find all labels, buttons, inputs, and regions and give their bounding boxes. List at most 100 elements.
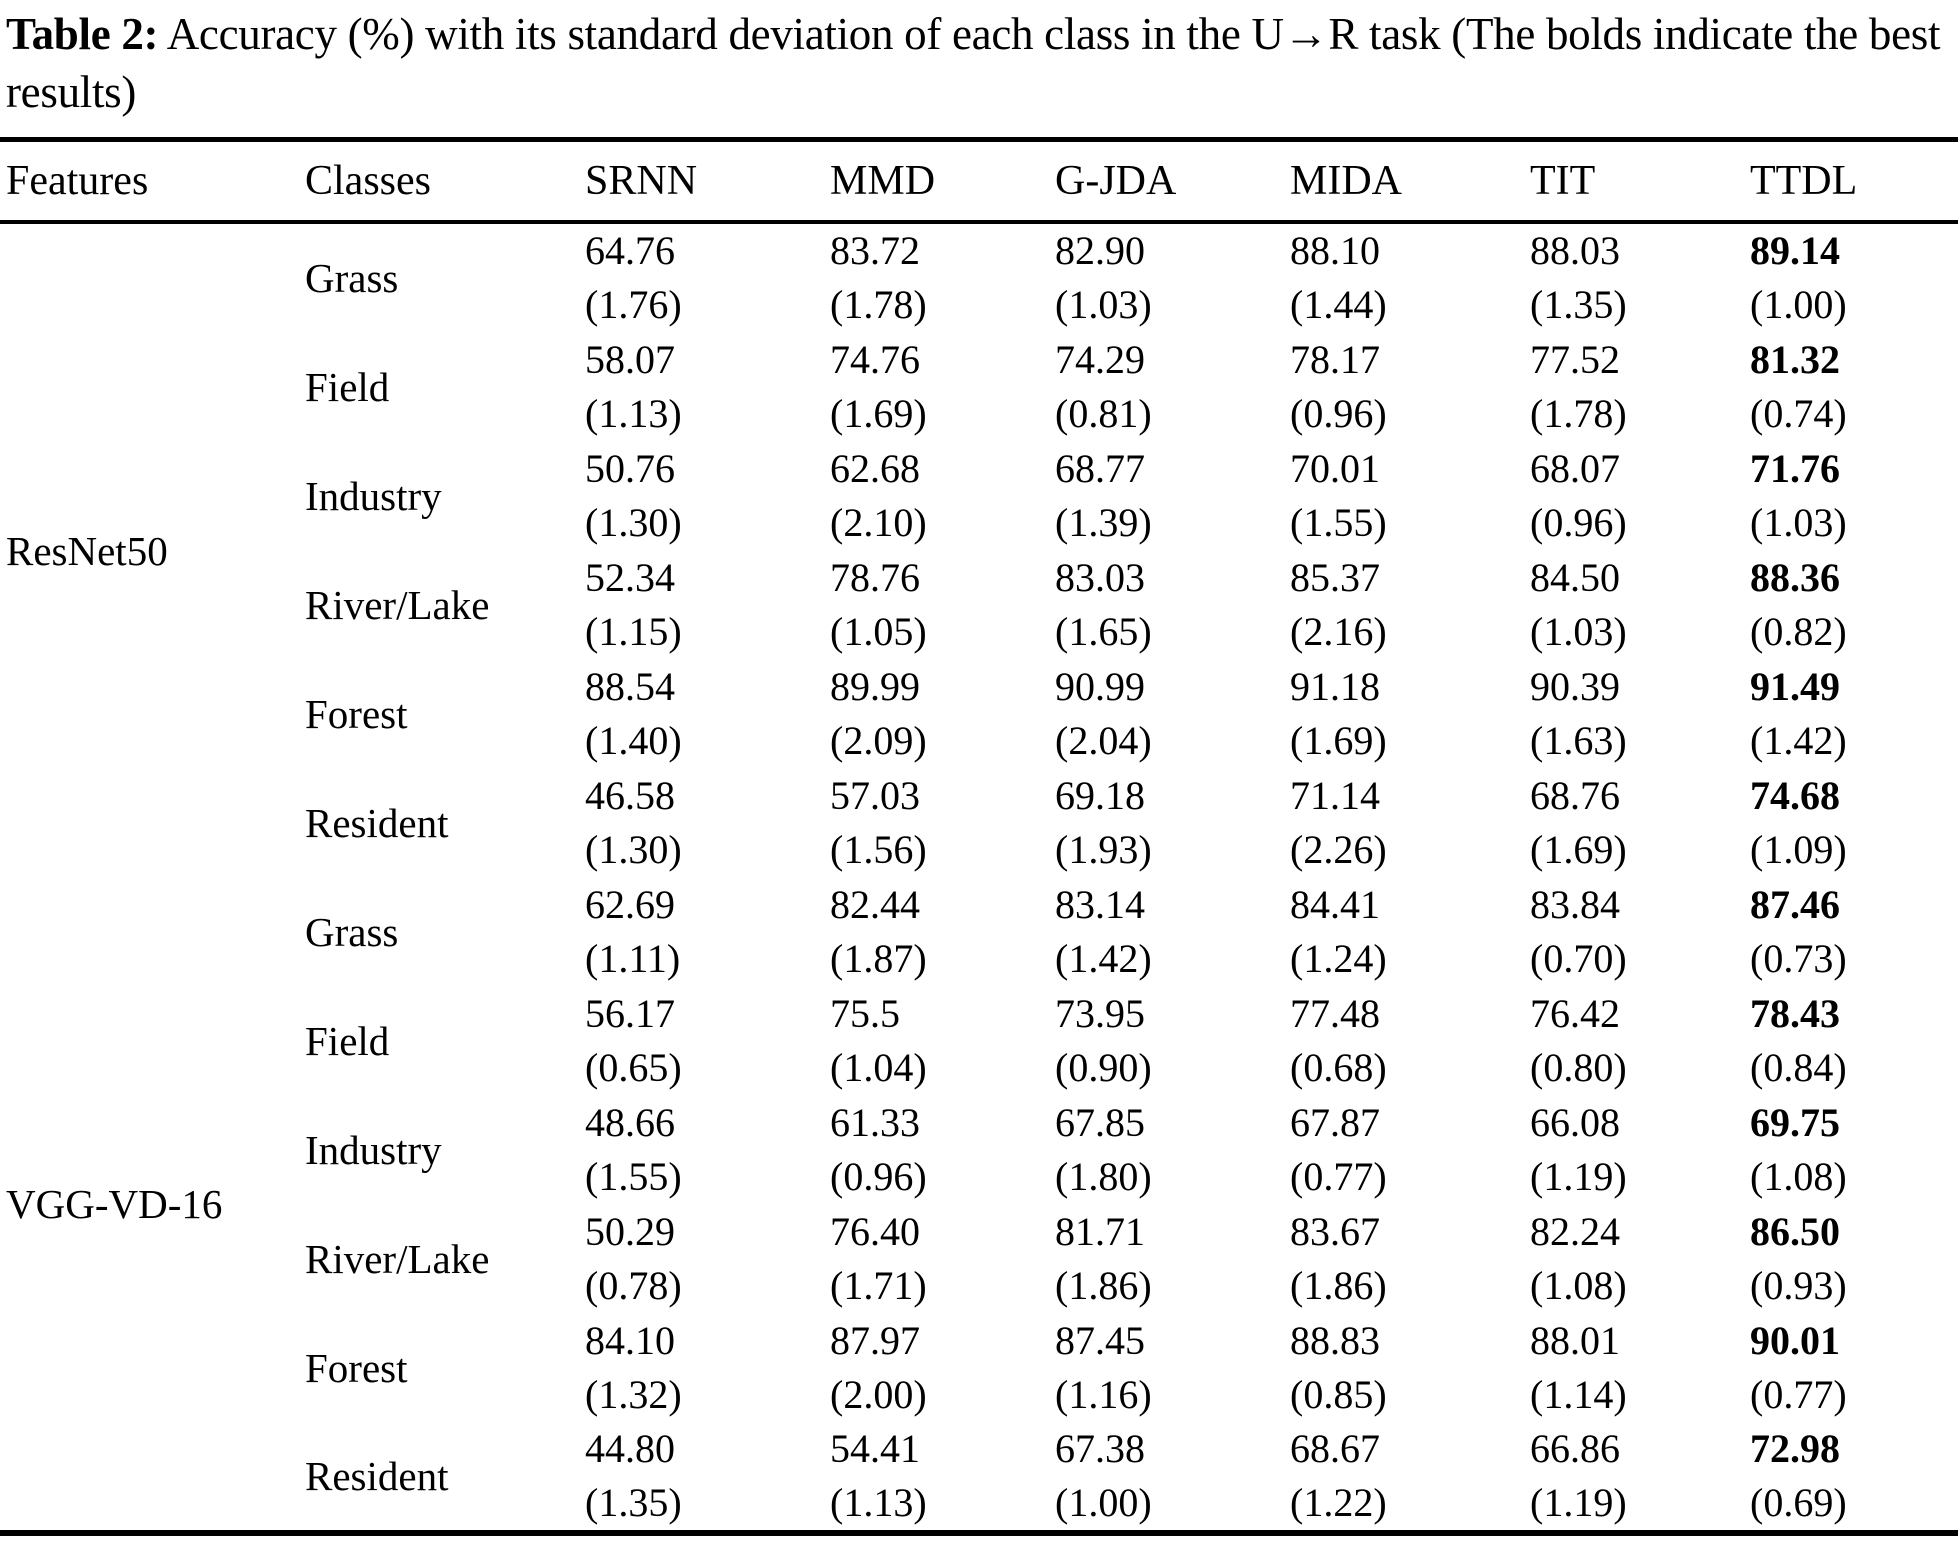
value-cell-g-jda: 83.03 (1.65) <box>1055 550 1290 659</box>
std-deviation-value: (1.03) <box>1055 282 1152 328</box>
table-row-resnet50-grass: ResNet50 Grass 64.76 (1.76) 83.72 (1.78) 82.90… <box>0 222 1958 574</box>
table-row-resnet50-resident: Resident 46.58 (1.30) 57.03 (1.56) 69.18 (1.93… <box>0 768 1958 877</box>
column-header-mida: MIDA <box>1290 139 1530 225</box>
value-cell-srnn: 56.17 (0.65) <box>585 986 830 1095</box>
table-caption: Table 2: Accuracy (%) with its standard … <box>0 0 1958 121</box>
value-cell-srnn: 46.58 (1.30) <box>585 768 830 877</box>
value-cell-ttdl: 69.75 (1.08) <box>1750 1095 1958 1204</box>
accuracy-value: 46.58 <box>585 772 675 818</box>
value-cell-mmd: 89.99 (2.09) <box>830 659 1055 768</box>
std-deviation-value: (1.24) <box>1290 935 1387 981</box>
std-deviation-value: (0.77) <box>1290 1153 1387 1199</box>
std-deviation-value: (1.19) <box>1530 1480 1627 1526</box>
accuracy-value: 83.84 <box>1530 881 1620 927</box>
class-label-forest: Forest <box>305 1344 408 1391</box>
std-deviation-value: (1.56) <box>830 826 927 872</box>
value-cell-tit: 68.76 (1.69) <box>1530 768 1750 877</box>
accuracy-value: 91.49 <box>1750 663 1840 709</box>
std-deviation-value: (1.87) <box>830 935 927 981</box>
value-cell-g-jda: 67.38 (1.00) <box>1055 1422 1290 1533</box>
std-deviation-value: (0.78) <box>585 1262 682 1308</box>
class-label-grass: Grass <box>305 255 399 302</box>
value-cell-tit: 66.08 (1.19) <box>1530 1095 1750 1204</box>
class-label-river-lake: River/Lake <box>305 581 490 628</box>
std-deviation-value: (0.73) <box>1750 935 1847 981</box>
std-deviation-value: (1.16) <box>1055 1371 1152 1417</box>
std-deviation-value: (1.65) <box>1055 608 1152 654</box>
std-deviation-value: (0.74) <box>1750 390 1847 436</box>
accuracy-value: 84.10 <box>585 1317 675 1363</box>
accuracy-value: 69.75 <box>1750 1099 1840 1145</box>
std-deviation-value: (1.08) <box>1530 1262 1627 1308</box>
results-table: Features Classes SRNN MMD G-JDA MIDA TIT TTDL R… <box>0 137 1958 1537</box>
value-cell-ttdl: 71.76 (1.03) <box>1750 441 1958 550</box>
std-deviation-value: (1.22) <box>1290 1480 1387 1526</box>
accuracy-value: 77.52 <box>1530 336 1620 382</box>
std-deviation-value: (2.09) <box>830 717 927 763</box>
value-cell-srnn: 64.76 (1.76) <box>585 222 830 332</box>
value-cell-g-jda: 67.85 (1.80) <box>1055 1095 1290 1204</box>
accuracy-value: 50.29 <box>585 1208 675 1254</box>
value-cell-tit: 76.42 (0.80) <box>1530 986 1750 1095</box>
std-deviation-value: (1.93) <box>1055 826 1152 872</box>
accuracy-value: 88.54 <box>585 663 675 709</box>
table-row-resnet50-river-lake: River/Lake 52.34 (1.15) 78.76 (1.05) 83.03 (1.… <box>0 550 1958 659</box>
std-deviation-value: (1.55) <box>585 1153 682 1199</box>
accuracy-value: 48.66 <box>585 1099 675 1145</box>
table-row-vgg-vd-16-river-lake: River/Lake 50.29 (0.78) 76.40 (1.71) 81.71 (1.… <box>0 1204 1958 1313</box>
value-cell-ttdl: 87.46 (0.73) <box>1750 877 1958 986</box>
accuracy-value: 78.76 <box>830 554 920 600</box>
accuracy-value: 91.18 <box>1290 663 1380 709</box>
accuracy-value: 88.01 <box>1530 1317 1620 1363</box>
accuracy-value: 90.39 <box>1530 663 1620 709</box>
accuracy-value: 82.44 <box>830 881 920 927</box>
std-deviation-value: (1.13) <box>585 390 682 436</box>
value-cell-ttdl: 90.01 (0.77) <box>1750 1313 1958 1422</box>
table-row-vgg-vd-16-field: Field 56.17 (0.65) 75.5 (1.04) 73.95 (0.90) 77.… <box>0 986 1958 1095</box>
value-cell-g-jda: 83.14 (1.42) <box>1055 877 1290 986</box>
value-cell-ttdl: 86.50 (0.93) <box>1750 1204 1958 1313</box>
std-deviation-value: (0.96) <box>1530 499 1627 545</box>
value-cell-srnn: 88.54 (1.40) <box>585 659 830 768</box>
accuracy-value: 89.14 <box>1750 228 1840 274</box>
value-cell-srnn: 62.69 (1.11) <box>585 877 830 986</box>
value-cell-srnn: 50.29 (0.78) <box>585 1204 830 1313</box>
accuracy-value: 64.76 <box>585 228 675 274</box>
class-label-river-lake: River/Lake <box>305 1235 490 1282</box>
std-deviation-value: (1.13) <box>830 1480 927 1526</box>
std-deviation-value: (1.30) <box>585 499 682 545</box>
std-deviation-value: (1.19) <box>1530 1153 1627 1199</box>
column-header-tit: TIT <box>1530 139 1750 225</box>
header-row: Features Classes SRNN MMD G-JDA MIDA TIT TTDL <box>0 139 1958 225</box>
accuracy-value: 78.43 <box>1750 990 1840 1036</box>
value-cell-mida: 67.87 (0.77) <box>1290 1095 1530 1204</box>
accuracy-value: 62.69 <box>585 881 675 927</box>
accuracy-value: 44.80 <box>585 1426 675 1472</box>
std-deviation-value: (1.78) <box>1530 390 1627 436</box>
value-cell-tit: 90.39 (1.63) <box>1530 659 1750 768</box>
value-cell-mmd: 62.68 (2.10) <box>830 441 1055 550</box>
value-cell-mida: 68.67 (1.22) <box>1290 1422 1530 1533</box>
accuracy-value: 75.5 <box>830 990 900 1036</box>
results-table-body: ResNet50 Grass 64.76 (1.76) 83.72 (1.78) 82.90… <box>0 222 1958 1533</box>
accuracy-value: 82.24 <box>1530 1208 1620 1254</box>
value-cell-srnn: 50.76 (1.30) <box>585 441 830 550</box>
accuracy-value: 88.36 <box>1750 554 1840 600</box>
table-row-vgg-vd-16-resident: Resident 44.80 (1.35) 54.41 (1.13) 67.38 (1.00… <box>0 1422 1958 1533</box>
value-cell-srnn: 48.66 (1.55) <box>585 1095 830 1204</box>
class-label-grass: Grass <box>305 908 399 955</box>
value-cell-mmd: 76.40 (1.71) <box>830 1204 1055 1313</box>
std-deviation-value: (0.65) <box>585 1044 682 1090</box>
accuracy-value: 83.72 <box>830 228 920 274</box>
accuracy-value: 76.42 <box>1530 990 1620 1036</box>
value-cell-mmd: 75.5 (1.04) <box>830 986 1055 1095</box>
accuracy-value: 72.98 <box>1750 1426 1840 1472</box>
std-deviation-value: (1.80) <box>1055 1153 1152 1199</box>
table-row-vgg-vd-16-industry: Industry 48.66 (1.55) 61.33 (0.96) 67.85 (1.80… <box>0 1095 1958 1204</box>
value-cell-mida: 77.48 (0.68) <box>1290 986 1530 1095</box>
accuracy-value: 71.14 <box>1290 772 1380 818</box>
accuracy-value: 66.86 <box>1530 1426 1620 1472</box>
value-cell-tit: 77.52 (1.78) <box>1530 332 1750 441</box>
std-deviation-value: (0.90) <box>1055 1044 1152 1090</box>
